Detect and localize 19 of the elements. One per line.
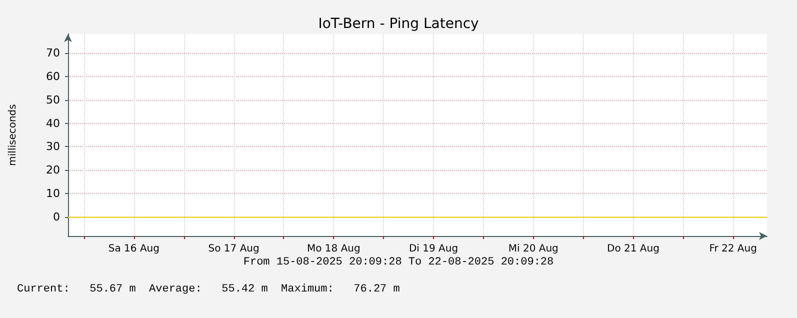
y-tick-label: 70 (46, 46, 60, 60)
x-tick-label: Mi 20 Aug (508, 244, 558, 254)
y-tick-label: 60 (46, 70, 60, 83)
y-tick-label: 10 (46, 187, 60, 200)
y-tick-label: 40 (46, 116, 60, 130)
text: From 15-08-2025 20:09:28 To 22-08-2025 20:09:28 (243, 256, 554, 268)
x-tick-label: Do 21 Aug (607, 244, 660, 254)
y-tick-label: 50 (46, 93, 60, 106)
x-tick-label: Fr 22 Aug (709, 244, 757, 254)
chart-title: IoT-Bern - Ping Latency (318, 16, 479, 32)
x-tick-label: So 17 Aug (208, 244, 260, 254)
y-axis-title: milliseconds (8, 104, 18, 166)
text: Current: 55.67 m Average: 55.42 m Maximum: 76.27 m (17, 284, 400, 296)
x-tick-label: Sa 16 Aug (108, 244, 160, 254)
x-tick-label: Di 19 Aug (408, 244, 458, 254)
y-tick-label: 30 (46, 140, 60, 154)
y-tick-label: 0 (53, 210, 60, 224)
y-tick-label: 20 (46, 164, 60, 177)
x-tick-label: Mo 18 Aug (306, 244, 360, 254)
